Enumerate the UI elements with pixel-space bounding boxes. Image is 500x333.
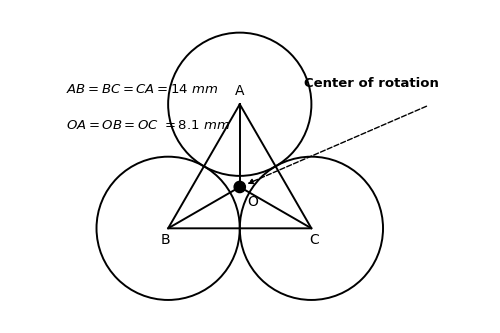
Text: O: O	[247, 195, 258, 209]
Text: $AB = BC = CA = 14\ mm$: $AB = BC = CA = 14\ mm$	[66, 83, 218, 96]
Text: C: C	[310, 233, 320, 247]
Text: A: A	[235, 84, 244, 98]
Text: $OA = OB = OC \ = 8.1\ mm$: $OA = OB = OC \ = 8.1\ mm$	[66, 119, 230, 132]
Circle shape	[234, 181, 245, 192]
Text: Center of rotation: Center of rotation	[304, 77, 440, 90]
Text: B: B	[160, 233, 170, 247]
